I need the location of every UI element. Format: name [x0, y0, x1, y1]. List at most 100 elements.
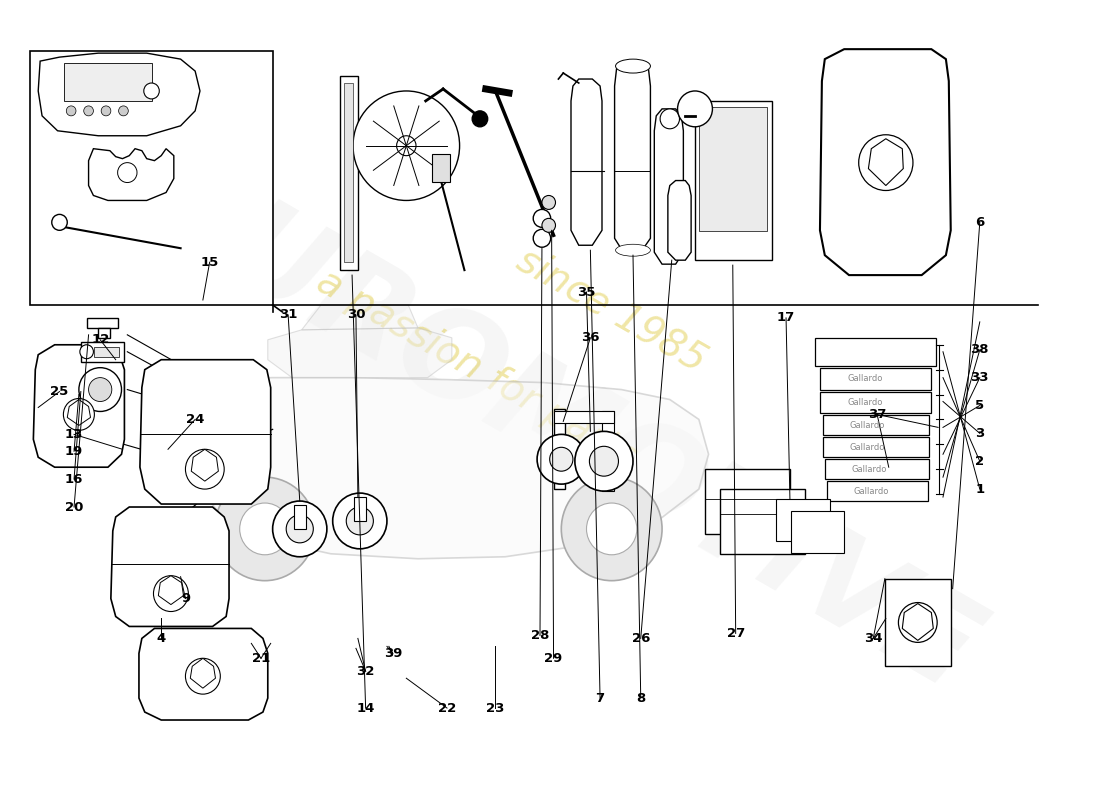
Circle shape [353, 91, 460, 201]
Bar [602, 411, 614, 491]
Text: 21: 21 [252, 652, 271, 665]
Text: 33: 33 [970, 371, 989, 384]
Text: Gallardo: Gallardo [851, 465, 888, 474]
Bar [344, 83, 353, 262]
Text: 23: 23 [486, 702, 505, 714]
Text: 9: 9 [180, 592, 190, 605]
Polygon shape [67, 399, 90, 426]
Text: 24: 24 [186, 413, 205, 426]
Bar [827, 481, 928, 501]
Circle shape [52, 214, 67, 230]
Circle shape [66, 106, 76, 116]
Polygon shape [615, 61, 650, 252]
Polygon shape [33, 345, 124, 467]
Circle shape [899, 602, 937, 642]
Circle shape [89, 378, 112, 402]
Bar [823, 438, 929, 458]
Circle shape [332, 493, 387, 549]
Polygon shape [89, 149, 174, 201]
Text: 16: 16 [65, 473, 84, 486]
Circle shape [84, 106, 94, 116]
Text: 5: 5 [976, 399, 984, 412]
Text: 3: 3 [976, 427, 984, 440]
Circle shape [186, 450, 224, 489]
Text: Gallardo: Gallardo [854, 486, 889, 495]
Circle shape [64, 398, 95, 430]
Circle shape [101, 106, 111, 116]
Text: 38: 38 [970, 343, 989, 356]
Circle shape [534, 230, 551, 247]
Bar [98, 328, 110, 338]
Text: 14: 14 [356, 702, 375, 714]
Text: 35: 35 [578, 286, 596, 298]
Polygon shape [158, 576, 184, 605]
Circle shape [119, 106, 129, 116]
Bar [340, 76, 358, 270]
Text: EUROMOTIVE: EUROMOTIVE [129, 143, 998, 715]
Bar [884, 578, 950, 666]
Circle shape [542, 218, 556, 232]
Text: 2: 2 [976, 454, 984, 468]
Circle shape [154, 576, 188, 611]
Polygon shape [267, 328, 452, 378]
Bar [698, 107, 767, 231]
Circle shape [240, 503, 290, 554]
Circle shape [79, 368, 121, 411]
Circle shape [273, 501, 327, 557]
Bar [705, 469, 790, 534]
Polygon shape [902, 603, 933, 640]
Circle shape [859, 134, 913, 190]
Circle shape [550, 447, 573, 471]
Circle shape [678, 91, 713, 126]
Text: 8: 8 [636, 692, 646, 705]
Circle shape [397, 136, 416, 156]
Text: 20: 20 [65, 501, 84, 514]
Polygon shape [868, 138, 903, 186]
Bar [823, 415, 929, 435]
Bar [720, 489, 805, 554]
Circle shape [537, 434, 585, 484]
Text: 30: 30 [346, 309, 365, 322]
Polygon shape [191, 450, 219, 481]
Bar [95, 346, 119, 357]
Text: 31: 31 [279, 309, 297, 322]
Text: 34: 34 [864, 632, 882, 645]
Polygon shape [31, 51, 273, 305]
Circle shape [534, 210, 551, 227]
Polygon shape [301, 305, 418, 330]
Polygon shape [820, 49, 950, 275]
Circle shape [586, 503, 637, 554]
Circle shape [542, 195, 556, 210]
Text: 37: 37 [868, 408, 887, 421]
Bar [820, 391, 932, 414]
Text: 39: 39 [384, 647, 402, 660]
Text: 27: 27 [727, 627, 745, 640]
Text: Gallardo: Gallardo [847, 374, 882, 383]
Text: 28: 28 [531, 629, 549, 642]
Bar [354, 497, 365, 521]
Text: 32: 32 [356, 665, 375, 678]
Circle shape [472, 111, 487, 126]
Text: Gallardo: Gallardo [847, 398, 882, 407]
Bar [791, 511, 844, 553]
Bar [820, 368, 932, 390]
Text: 22: 22 [438, 702, 456, 714]
Bar [87, 318, 118, 328]
Text: 19: 19 [65, 445, 84, 458]
Bar [815, 338, 936, 366]
Polygon shape [39, 53, 200, 136]
Circle shape [186, 658, 220, 694]
Text: Gallardo: Gallardo [850, 442, 886, 452]
Polygon shape [190, 658, 216, 688]
Bar [695, 101, 772, 260]
Text: 36: 36 [581, 331, 600, 344]
Ellipse shape [616, 244, 650, 256]
Circle shape [660, 109, 680, 129]
Text: 13: 13 [65, 428, 84, 441]
Circle shape [575, 431, 632, 491]
Text: 1: 1 [976, 482, 984, 495]
Polygon shape [654, 109, 683, 264]
Circle shape [346, 507, 373, 535]
Bar [825, 459, 930, 479]
Text: 17: 17 [777, 311, 795, 325]
